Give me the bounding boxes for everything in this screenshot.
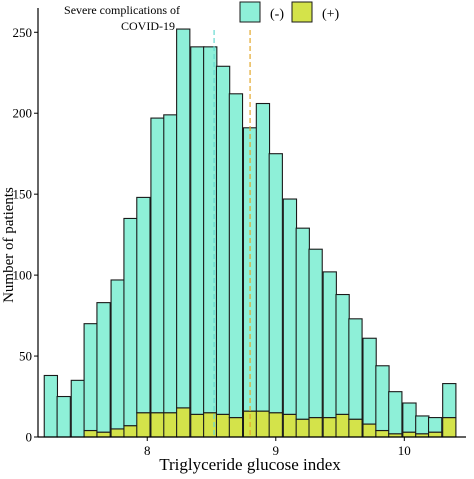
histogram-bar-positive <box>176 407 191 438</box>
histogram-bar-positive <box>83 429 98 438</box>
x-tick-label: 10 <box>398 443 411 458</box>
y-tick-label: 250 <box>13 25 33 40</box>
histogram-bar-negative <box>308 248 323 419</box>
histogram-bar-positive <box>427 431 443 438</box>
histogram-bar-negative <box>83 323 98 432</box>
histogram-bar-negative <box>190 46 205 415</box>
histogram-bar-negative <box>163 114 178 414</box>
y-tick-label: 100 <box>13 268 33 283</box>
histogram-bar-negative <box>150 117 165 414</box>
x-tick-label: 8 <box>144 443 151 458</box>
histogram-bar-positive <box>96 431 111 438</box>
histogram-bar-positive <box>190 413 205 438</box>
histogram-bar-negative <box>388 391 403 435</box>
histogram-bar-positive <box>203 412 218 438</box>
histogram-bar-positive <box>163 412 178 438</box>
histogram-bar-negative <box>427 417 443 433</box>
histogram-bar-positive <box>228 417 244 438</box>
histogram-bar-negative <box>268 153 283 414</box>
histogram-bar-negative <box>215 65 231 415</box>
histogram-bar-positive <box>215 413 231 438</box>
y-axis-label: Number of patients <box>1 187 17 303</box>
histogram-bar-negative <box>402 402 417 433</box>
histogram-bar-negative <box>255 102 271 412</box>
reference-lines <box>213 30 251 437</box>
histogram-bar-negative <box>362 337 377 425</box>
histogram-bar-negative <box>228 93 244 419</box>
y-tick-label: 200 <box>13 106 33 121</box>
histogram-bar-positive <box>282 413 298 438</box>
histogram-bar-positive <box>442 417 457 438</box>
legend-swatch <box>239 1 261 23</box>
y-tick-label: 50 <box>19 349 32 364</box>
legend: Severe complications of COVID-19 (-) (+) <box>64 1 340 33</box>
histogram-bar-positive <box>110 428 125 438</box>
bars-layer <box>43 28 457 438</box>
histogram-bar-negative <box>415 415 430 435</box>
histogram-bar-positive <box>255 410 271 438</box>
y-tick-label: 150 <box>13 187 33 202</box>
histogram-bar-positive <box>308 417 323 438</box>
histogram-bar-negative <box>335 293 350 415</box>
legend-label: (-) <box>270 7 284 22</box>
histogram-bar-positive <box>375 429 390 438</box>
histogram-bar-positive <box>348 418 363 438</box>
histogram-bar-positive <box>362 423 377 438</box>
histogram-bar-negative <box>70 379 86 438</box>
legend-title: Severe complications of <box>64 3 180 17</box>
histogram-bar-positive <box>402 431 417 438</box>
tick-layer: 0 50 100 150 200 250 8 9 10 <box>13 25 411 458</box>
histogram-bar-negative <box>123 217 138 427</box>
histogram-bar-positive <box>150 412 165 438</box>
histogram-bar-negative <box>295 227 310 420</box>
histogram-bar-negative <box>442 383 457 419</box>
histogram-bar-negative <box>96 302 111 433</box>
axes <box>37 8 466 438</box>
histogram-bar-positive <box>123 425 138 438</box>
legend-swatch <box>291 1 313 23</box>
histogram-bar-negative <box>176 28 191 409</box>
histogram-bar-positive <box>335 413 350 438</box>
histogram-bar-negative <box>375 365 390 432</box>
histogram-bar-positive <box>136 412 151 438</box>
x-axis-label: Triglyceride glucose index <box>159 455 341 474</box>
legend-label: (+) <box>322 7 340 22</box>
histogram-bar-positive <box>268 412 283 438</box>
x-tick-label: 9 <box>273 443 280 458</box>
histogram-bar-positive <box>295 418 310 438</box>
histogram-bar-negative <box>348 318 363 420</box>
y-tick-label: 0 <box>26 430 33 445</box>
histogram-bar-negative <box>43 374 59 438</box>
histogram-bar-negative <box>56 395 71 438</box>
histogram-bar-negative <box>282 198 298 415</box>
histogram-bar-negative <box>322 271 337 419</box>
legend-title: COVID-19 <box>121 19 175 33</box>
histogram-bar-positive <box>322 417 337 438</box>
histogram-bar-negative <box>110 279 125 430</box>
histogram-bar-negative <box>203 46 218 414</box>
legend-items: (-) (+) <box>239 1 340 23</box>
histogram-bar-negative <box>136 196 151 414</box>
